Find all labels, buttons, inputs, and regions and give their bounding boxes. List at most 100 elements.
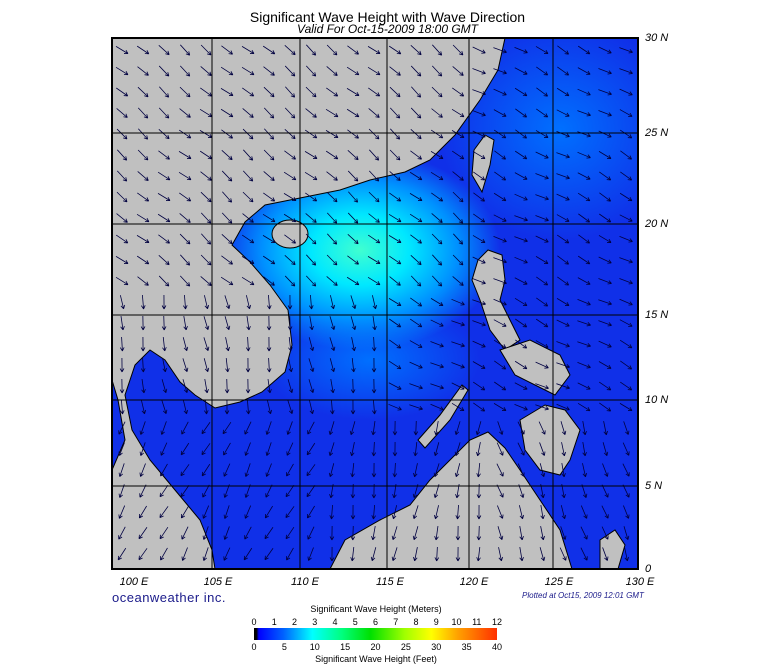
wave-direction-arrow <box>243 547 253 561</box>
wave-direction-arrow <box>223 442 231 456</box>
wave-direction-arrow <box>180 464 190 477</box>
plotted-timestamp: Plotted at Oct15, 2009 12:01 GMT <box>522 591 644 600</box>
wave-direction-arrow <box>371 421 376 436</box>
wave-direction-arrow <box>263 86 275 98</box>
wave-direction-arrow <box>202 505 210 519</box>
wave-direction-arrow <box>391 526 398 540</box>
wave-direction-arrow <box>307 526 315 540</box>
wave-direction-arrow <box>287 294 293 310</box>
wave-direction-arrow <box>431 192 444 202</box>
wave-direction-arrow <box>514 67 528 75</box>
wave-direction-arrow <box>556 298 570 307</box>
wave-direction-arrow <box>160 442 168 456</box>
wave-direction-arrow <box>329 546 335 562</box>
wave-direction-arrow <box>137 66 149 76</box>
wave-direction-arrow <box>286 421 293 435</box>
wave-direction-arrow <box>556 341 570 348</box>
wave-direction-arrow <box>329 337 336 351</box>
wave-direction-arrow <box>455 504 460 520</box>
wave-direction-arrow <box>224 378 230 394</box>
wave-direction-arrow <box>535 404 549 411</box>
wave-direction-arrow <box>308 337 315 352</box>
wave-direction-arrow <box>539 463 546 478</box>
wave-direction-arrow <box>116 87 129 97</box>
wave-direction-arrow <box>368 170 380 182</box>
wave-direction-arrow <box>304 171 318 181</box>
wave-direction-arrow <box>410 45 422 56</box>
wave-direction-arrow <box>158 128 170 140</box>
wave-direction-arrow <box>556 403 570 411</box>
wave-direction-arrow <box>157 171 171 181</box>
wave-direction-arrow <box>286 442 294 456</box>
wave-direction-arrow <box>431 275 443 287</box>
wave-direction-arrow <box>305 192 318 202</box>
wave-direction-arrow <box>308 379 315 393</box>
lat-label: 0 <box>645 563 652 575</box>
wave-direction-arrow <box>452 276 464 286</box>
wave-direction-arrow <box>266 357 272 373</box>
wave-direction-arrow <box>285 526 295 540</box>
wave-direction-arrow <box>619 403 633 411</box>
wave-direction-arrow <box>411 86 422 98</box>
wave-direction-arrow <box>220 108 234 118</box>
wave-direction-arrow <box>263 276 275 286</box>
wave-direction-arrow <box>619 319 633 327</box>
wave-direction-arrow <box>350 399 356 415</box>
wave-direction-arrow <box>453 233 464 245</box>
meter-tick: 1 <box>271 617 277 627</box>
wave-direction-arrow <box>578 213 591 223</box>
lat-label: 20 N <box>645 218 669 230</box>
wave-direction-arrow <box>451 298 465 306</box>
wave-direction-arrow <box>409 383 423 390</box>
wave-direction-arrow <box>412 484 419 499</box>
wave-direction-arrow <box>598 361 612 369</box>
wave-direction-arrow <box>598 299 612 306</box>
wave-direction-arrow <box>266 400 273 415</box>
wave-direction-arrow <box>557 255 569 265</box>
wave-direction-arrow <box>514 403 528 411</box>
wave-direction-arrow <box>178 151 192 160</box>
wave-direction-arrow <box>326 44 338 56</box>
wave-direction-arrow <box>346 108 360 118</box>
wave-direction-arrow <box>158 107 170 119</box>
wave-direction-arrow <box>434 546 440 562</box>
wave-direction-arrow <box>367 46 381 55</box>
wave-direction-arrow <box>620 150 632 160</box>
wave-direction-arrow <box>262 255 276 265</box>
wave-direction-arrow <box>242 128 254 140</box>
wave-direction-arrow <box>601 505 609 519</box>
wave-direction-arrow <box>160 421 167 435</box>
wave-direction-arrow <box>179 86 191 98</box>
wave-direction-arrow <box>372 399 377 415</box>
wave-direction-arrow <box>159 526 169 540</box>
wave-direction-arrow <box>598 151 612 160</box>
wave-direction-arrow <box>200 66 212 76</box>
wave-direction-arrow <box>496 442 504 456</box>
wave-direction-arrow <box>120 399 125 415</box>
wave-direction-arrow <box>328 463 335 478</box>
wave-direction-arrow <box>221 170 233 182</box>
wave-direction-arrow <box>245 357 251 373</box>
borneo-island <box>329 431 573 569</box>
wave-direction-arrow <box>535 215 549 222</box>
wave-direction-arrow <box>514 172 528 180</box>
wave-direction-arrow <box>285 484 295 498</box>
wave-direction-arrow <box>309 400 315 415</box>
wave-direction-arrow <box>116 191 128 203</box>
feet-tick: 0 <box>251 642 257 652</box>
wave-direction-arrow <box>350 295 357 309</box>
wave-direction-arrow <box>266 315 272 331</box>
wave-direction-arrow <box>433 463 440 477</box>
wave-direction-arrow <box>580 526 588 540</box>
wave-direction-arrow <box>452 212 464 224</box>
lat-label: 30 N <box>645 32 669 44</box>
wave-direction-arrow <box>412 526 419 541</box>
wave-direction-arrow <box>348 191 359 203</box>
wave-direction-arrow <box>451 362 465 369</box>
wave-direction-arrow <box>430 341 444 348</box>
wave-direction-arrow <box>325 130 339 139</box>
wave-direction-arrow <box>577 320 591 327</box>
wave-direction-arrow <box>390 128 401 140</box>
wave-direction-arrow <box>514 360 528 370</box>
wave-direction-arrow <box>201 463 211 477</box>
